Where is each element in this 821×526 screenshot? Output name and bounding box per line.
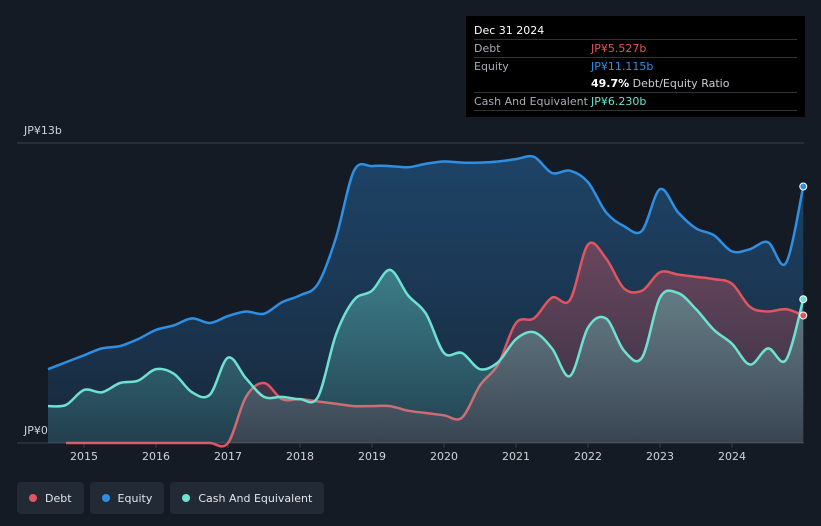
line <box>47 154 805 371</box>
x-tick-label: 2016 <box>142 450 170 463</box>
tooltip-row: Cash And Equivalent JP¥6.230b <box>474 93 797 111</box>
legend: Debt Equity Cash And Equivalent <box>17 482 325 514</box>
legend-swatch <box>101 494 110 502</box>
y-tick-label: JP¥13b <box>23 124 62 137</box>
legend-label: Equity <box>117 491 153 505</box>
tooltip-label: Cash And Equivalent <box>474 95 588 108</box>
x-tick-label: 2023 <box>646 450 674 463</box>
end-point <box>799 182 808 191</box>
ratio-label: Debt/Equity Ratio <box>632 77 730 90</box>
line <box>47 268 805 408</box>
x-tick-label: 2015 <box>70 450 98 463</box>
tooltip: Dec 31 2024 Debt JP¥5.527b Equity JP¥11.… <box>466 16 805 117</box>
x-tick-label: 2024 <box>718 450 746 463</box>
x-tick-label: 2021 <box>502 450 530 463</box>
tooltip-date: Dec 31 2024 <box>474 22 797 40</box>
end-point <box>799 311 808 320</box>
tooltip-value: JP¥6.230b <box>591 95 647 108</box>
legend-label: Debt <box>45 491 72 505</box>
legend-label: Cash And Equivalent <box>198 491 313 505</box>
legend-swatch <box>29 494 37 502</box>
tooltip-value: JP¥5.527b <box>591 42 647 55</box>
legend-item[interactable]: Equity <box>89 482 165 514</box>
legend-item[interactable]: Debt <box>17 482 84 514</box>
ratio-value: 49.7% <box>591 77 630 90</box>
tooltip-row: Debt JP¥5.527b <box>474 40 797 58</box>
tooltip-label: Equity <box>474 60 509 73</box>
tooltip-row: 49.7% Debt/Equity Ratio <box>474 75 797 93</box>
x-tick-label: 2022 <box>574 450 602 463</box>
tooltip-row: Equity JP¥11.115b <box>474 58 797 75</box>
area <box>48 269 804 443</box>
x-tick-label: 2017 <box>214 450 242 463</box>
legend-item[interactable]: Cash And Equivalent <box>170 482 325 514</box>
x-tick-label: 2019 <box>358 450 386 463</box>
y-tick-label: JP¥0 <box>23 424 48 437</box>
tooltip-label: Debt <box>474 42 501 55</box>
legend-swatch <box>182 494 191 502</box>
end-point <box>799 295 808 304</box>
tooltip-ratio: 49.7% Debt/Equity Ratio <box>591 75 729 92</box>
x-tick-label: 2018 <box>286 450 314 463</box>
tooltip-value: JP¥11.115b <box>591 60 654 73</box>
x-tick-label: 2020 <box>430 450 458 463</box>
